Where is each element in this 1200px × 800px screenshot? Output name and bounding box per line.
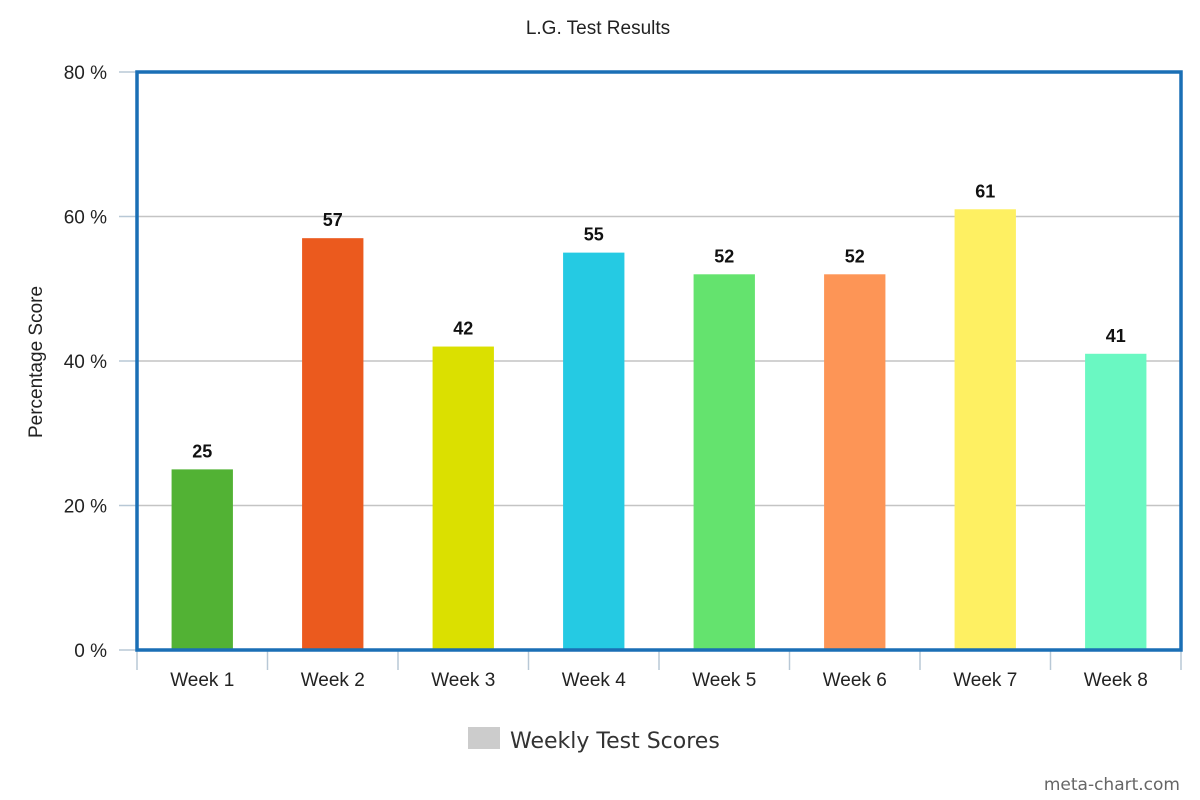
y-axis-label: Percentage Score <box>26 286 47 438</box>
bar <box>302 238 364 651</box>
value-labels: 25 57 42 55 52 52 61 41 <box>192 181 1126 461</box>
plot-frame <box>135 70 1183 652</box>
bar <box>563 252 625 650</box>
x-tick-label: Week 5 <box>692 670 756 691</box>
y-tick-label: 60 % <box>64 208 107 229</box>
data-label: 52 <box>845 246 865 266</box>
y-tick-label: 0 % <box>74 641 107 662</box>
data-label: 61 <box>975 181 995 201</box>
y-tick-label: 40 % <box>64 352 107 373</box>
bar <box>1085 353 1147 650</box>
bar <box>954 209 1016 650</box>
bar <box>171 469 233 650</box>
data-label: 42 <box>453 319 473 339</box>
y-tick-label: 20 % <box>64 497 107 518</box>
x-tick-label: Week 3 <box>431 670 495 691</box>
legend: Weekly Test Scores <box>468 727 720 754</box>
credit-text: meta-chart.com <box>1044 775 1180 795</box>
grid-lines <box>137 215 1181 507</box>
y-tick-label: 80 % <box>64 63 107 84</box>
x-tick-label: Week 1 <box>170 670 234 691</box>
legend-label: Weekly Test Scores <box>510 729 720 754</box>
bar <box>824 274 886 650</box>
legend-swatch <box>468 727 500 749</box>
axes: 0 % 20 % 40 % 60 % 80 % Week 1 Week 2 Week 3 Wee… <box>64 63 1183 691</box>
data-label: 52 <box>714 246 734 266</box>
x-tick-label: Week 6 <box>823 670 887 691</box>
x-tick-label: Week 4 <box>562 670 627 691</box>
data-label: 57 <box>323 210 343 230</box>
x-tick-label: Week 2 <box>301 670 365 691</box>
x-tick-label: Week 7 <box>953 670 1017 691</box>
bars <box>171 209 1147 651</box>
x-tick-label: Week 8 <box>1084 670 1148 691</box>
data-label: 55 <box>584 225 604 245</box>
chart-title: L.G. Test Results <box>526 18 670 39</box>
data-label: 41 <box>1106 326 1126 346</box>
bar <box>693 274 755 650</box>
data-label: 25 <box>192 441 212 461</box>
bar <box>432 346 494 650</box>
